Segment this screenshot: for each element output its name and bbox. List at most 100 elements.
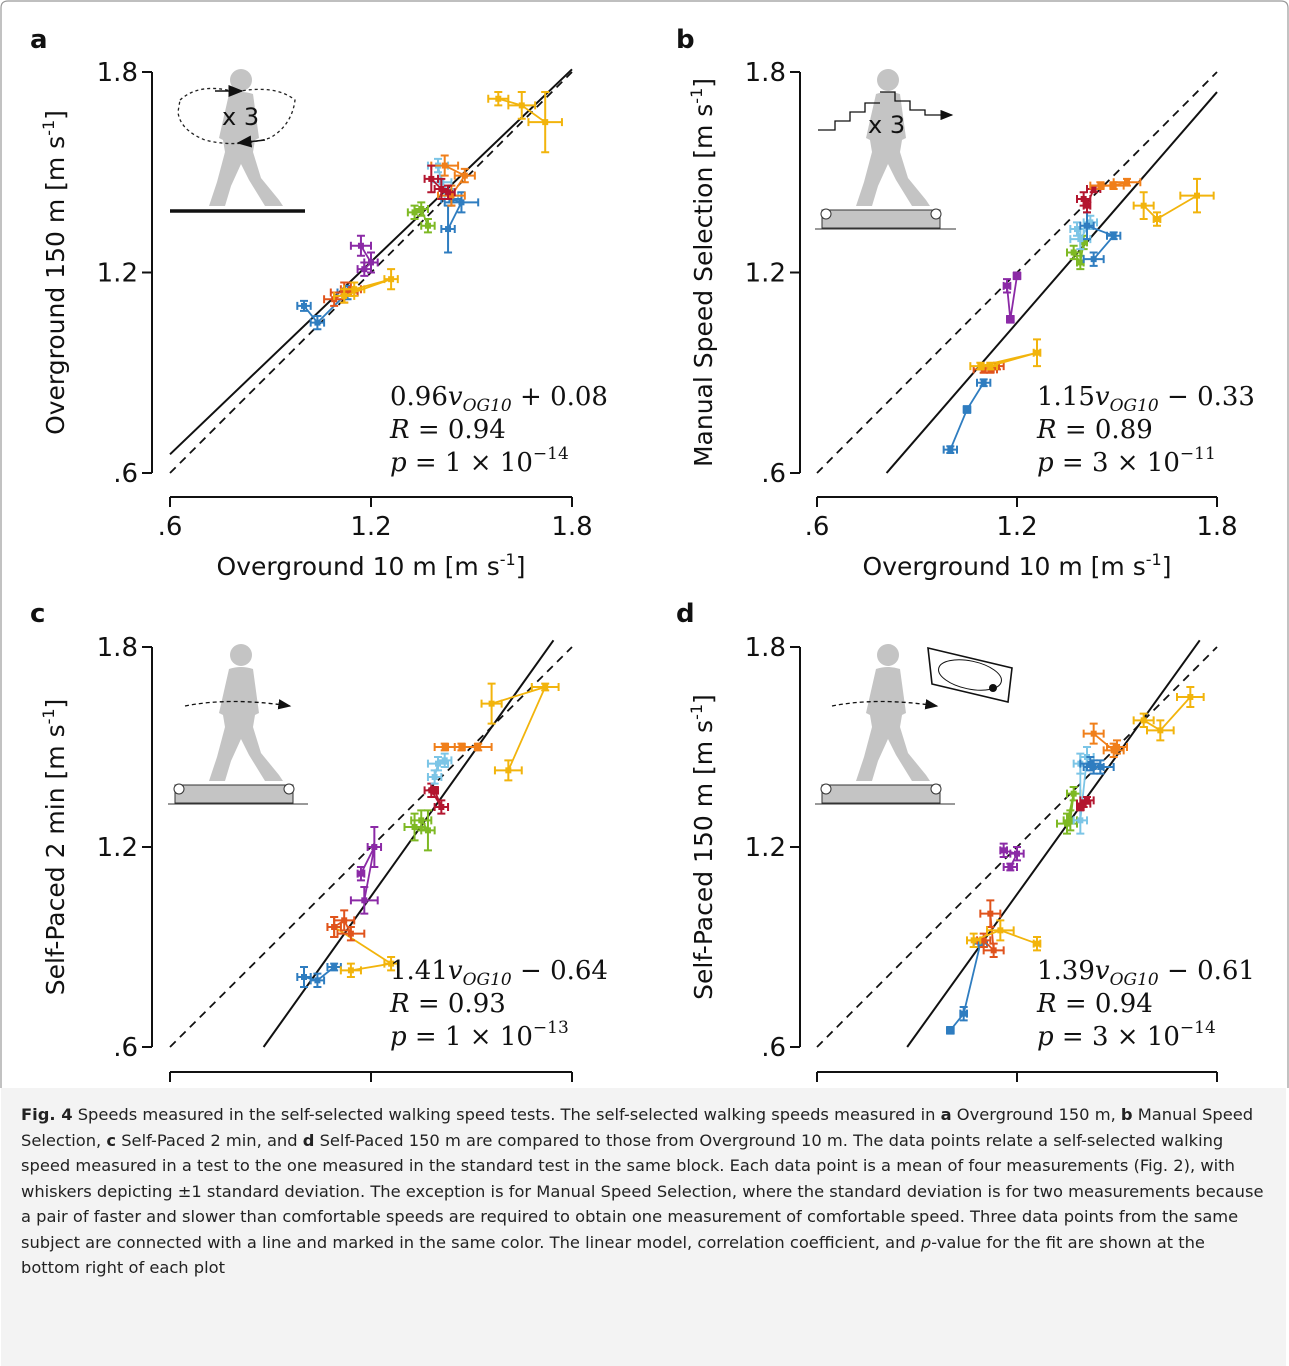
- point: [314, 977, 321, 984]
- p-value: = 3 × 10: [1054, 448, 1180, 478]
- caption-text: Overground 150 m,: [951, 1105, 1121, 1124]
- subject-line: [1006, 275, 1018, 320]
- x-axis-label: Overground 10 m [m s-1]: [863, 550, 1172, 581]
- point: [301, 302, 307, 309]
- point: [1090, 730, 1097, 737]
- caption-text: c: [106, 1130, 117, 1150]
- point: [1140, 717, 1147, 724]
- y-tick-label: 1.8: [97, 58, 138, 88]
- r-value: = 0.94: [1057, 989, 1153, 1019]
- point: [1077, 236, 1084, 243]
- point: [947, 1027, 954, 1034]
- point: [1067, 817, 1074, 824]
- point: [347, 930, 354, 937]
- y-axis-label-sup: -1: [39, 120, 58, 136]
- point: [997, 927, 1004, 934]
- point: [458, 744, 465, 750]
- caption-text: -value for the fit are shown at the bott…: [21, 1232, 1205, 1278]
- point: [947, 446, 954, 453]
- point: [1157, 727, 1164, 734]
- point: [388, 960, 395, 967]
- caption-text: d: [302, 1130, 315, 1150]
- point: [1090, 256, 1097, 263]
- point: [357, 242, 364, 249]
- fit-line: [885, 91, 1218, 474]
- point: [1110, 747, 1117, 754]
- point: [441, 744, 448, 750]
- point: [1087, 760, 1094, 767]
- y-tick-label: .6: [761, 1033, 786, 1063]
- point: [980, 937, 987, 944]
- y-axis-label-text: Self-Paced 2 min [m s: [41, 724, 70, 995]
- y-axis-label: Self-Paced 2 min [m s-1]: [39, 699, 70, 996]
- point: [1097, 182, 1104, 189]
- panel-label: c: [30, 599, 45, 629]
- caption-text: Self-Paced 150 m are compared to those f…: [21, 1130, 1264, 1252]
- p-exp: −13: [533, 1018, 569, 1038]
- p-label: p: [1037, 1022, 1054, 1052]
- point: [418, 817, 425, 824]
- p-exp: −11: [1180, 444, 1216, 464]
- y-tick-label: 1.2: [97, 833, 138, 863]
- x-axis-label-end: ]: [516, 552, 526, 581]
- icon-manual: [815, 69, 956, 230]
- point: [431, 787, 438, 794]
- point: [1064, 820, 1070, 827]
- point: [970, 937, 977, 944]
- point: [1077, 259, 1084, 266]
- point: [357, 870, 364, 877]
- panel-label: d: [676, 599, 695, 629]
- y-axis-label-end: ]: [689, 78, 718, 88]
- r-value: = 0.89: [1057, 415, 1153, 445]
- p-value: = 1 × 10: [407, 448, 533, 478]
- x-tick-label: .6: [805, 512, 830, 542]
- eq-var: v: [448, 956, 463, 986]
- point: [1097, 764, 1104, 770]
- r-label: R: [1036, 989, 1057, 1019]
- fit-r: R = 0.93: [389, 989, 506, 1019]
- point: [331, 964, 338, 970]
- point: [980, 379, 987, 386]
- subject-line: [983, 913, 995, 953]
- point: [1110, 232, 1117, 239]
- caption-text: p: [920, 1232, 932, 1252]
- fit-equation: 1.15vOG10 − 0.33: [1037, 382, 1255, 416]
- point: [361, 266, 368, 273]
- caption-text: a: [940, 1105, 952, 1124]
- caption-text: b: [1120, 1105, 1133, 1124]
- caption-text: Manual Speed Selection,: [21, 1105, 1254, 1150]
- point: [977, 363, 984, 370]
- p-label: p: [390, 448, 407, 478]
- subject-line: [1143, 194, 1198, 221]
- icon-self-paced-screen: [815, 644, 1013, 805]
- point: [542, 684, 549, 690]
- point: [1090, 185, 1097, 192]
- fit-p: p = 1 × 10−13: [390, 1018, 569, 1052]
- point: [1000, 847, 1007, 854]
- x-axis-label: Overground 10 m [m s-1]: [217, 550, 526, 581]
- fit-equation: 0.96vOG10 + 0.08: [390, 382, 608, 416]
- point: [445, 226, 452, 233]
- point: [1004, 282, 1010, 289]
- fit-p: p = 1 × 10−14: [390, 444, 569, 478]
- point: [1077, 817, 1084, 824]
- x-axis-label-text: Overground 10 m [m s: [217, 552, 500, 581]
- point: [987, 363, 994, 370]
- fit-equation: 1.39vOG10 − 0.61: [1037, 956, 1255, 990]
- point: [1154, 216, 1160, 223]
- point: [371, 844, 378, 850]
- eq-rest: + 0.08: [512, 382, 608, 412]
- eq-var: v: [1095, 956, 1110, 986]
- y-axis-label: Self-Paced 150 m [m s-1]: [687, 694, 718, 1000]
- point: [424, 827, 431, 834]
- point: [1084, 222, 1090, 229]
- point: [960, 1010, 967, 1017]
- point: [495, 95, 502, 102]
- fit-p: p = 3 × 10−11: [1037, 444, 1216, 478]
- point: [1077, 804, 1084, 810]
- point: [1084, 797, 1090, 804]
- point: [461, 172, 468, 179]
- p-label: p: [1037, 448, 1054, 478]
- x-tick-label: 1.2: [996, 512, 1037, 542]
